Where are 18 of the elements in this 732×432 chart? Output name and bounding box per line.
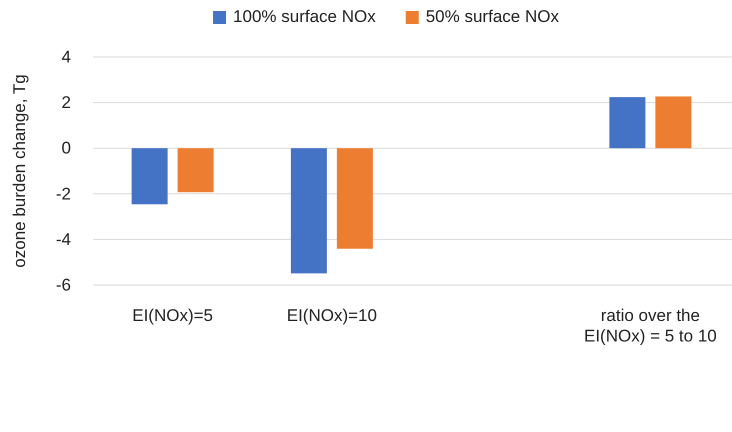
y-tick-label: 0 (62, 138, 71, 158)
bar (178, 148, 214, 192)
y-tick-label: 2 (62, 93, 71, 112)
bar (609, 97, 646, 148)
legend-label: 50% surface NOx (426, 7, 560, 26)
y-axis-title: ozone burden change, Tg (10, 74, 29, 268)
x-tick-label: EI(NOx)=5 (132, 306, 214, 325)
y-tick-label: -4 (56, 230, 71, 249)
y-tick-label: -6 (56, 275, 71, 294)
x-tick-label: EI(NOx)=10 (286, 306, 377, 325)
bar (132, 148, 168, 204)
x-tick-label: ratio over the EI(NOx) = 5 to 10 (584, 306, 717, 346)
y-tick-label: 4 (62, 47, 71, 66)
bar (655, 96, 692, 148)
bar (336, 148, 373, 249)
bar (290, 148, 327, 274)
legend-label: 100% surface NOx (233, 7, 376, 26)
y-tick-label: -2 (56, 184, 71, 204)
